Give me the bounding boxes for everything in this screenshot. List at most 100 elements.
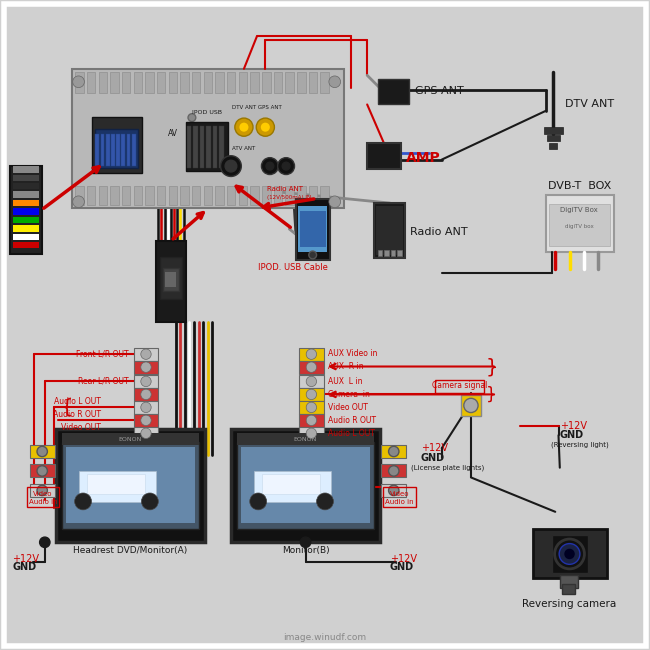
Circle shape (389, 485, 399, 495)
Text: DigiTV Box: DigiTV Box (560, 207, 598, 213)
Bar (134, 375, 159, 388)
Bar (10, 166, 42, 254)
Text: Reversing camera: Reversing camera (523, 599, 617, 609)
Circle shape (464, 398, 478, 413)
Circle shape (261, 123, 270, 132)
Bar (163, 268, 179, 291)
Bar (250, 72, 259, 94)
Text: Video: Video (33, 491, 53, 497)
Text: Rear L/R OUT: Rear L/R OUT (79, 377, 129, 386)
Bar (384, 487, 416, 506)
Bar (547, 135, 560, 142)
Bar (185, 122, 227, 171)
Text: +12V: +12V (560, 421, 587, 430)
Text: DTV ANT GPS ANT: DTV ANT GPS ANT (232, 105, 281, 110)
Bar (122, 185, 131, 205)
Bar (391, 250, 395, 256)
Text: Radio ANT: Radio ANT (266, 186, 303, 192)
Text: Video: Video (390, 491, 410, 497)
Text: AUX  R in: AUX R in (328, 362, 364, 371)
Bar (13, 208, 39, 214)
Bar (545, 195, 614, 252)
Bar (299, 348, 324, 361)
Bar (134, 401, 159, 414)
Bar (320, 72, 329, 94)
Text: Monitor(B): Monitor(B) (281, 545, 330, 554)
Bar (134, 388, 159, 401)
Circle shape (282, 162, 290, 170)
Text: (12V/500mA) IN: (12V/500mA) IN (266, 196, 311, 200)
Circle shape (554, 539, 584, 569)
Bar (299, 361, 324, 374)
Bar (111, 134, 115, 166)
Bar (382, 465, 406, 477)
Text: GND: GND (12, 562, 36, 572)
Bar (146, 72, 154, 94)
Bar (192, 72, 200, 94)
Circle shape (309, 251, 317, 259)
Text: {: { (61, 398, 73, 417)
Bar (374, 203, 406, 258)
Bar (122, 134, 125, 166)
Bar (87, 72, 96, 94)
Bar (299, 375, 324, 388)
Bar (239, 72, 247, 94)
Bar (75, 185, 84, 205)
Bar (169, 72, 177, 94)
Text: GND: GND (421, 453, 445, 463)
Bar (215, 185, 224, 205)
Circle shape (389, 466, 399, 476)
Text: Camera signal: Camera signal (432, 381, 487, 390)
Bar (297, 185, 306, 205)
Bar (192, 185, 200, 205)
Bar (13, 191, 39, 198)
Text: IPOD USB: IPOD USB (192, 110, 222, 115)
Text: Headrest DVD/Monitor(A): Headrest DVD/Monitor(A) (73, 545, 188, 554)
Bar (378, 250, 382, 256)
Bar (72, 69, 344, 208)
Bar (262, 474, 320, 493)
Circle shape (317, 493, 333, 510)
Text: (Reversing light): (Reversing light) (551, 442, 608, 448)
Bar (297, 72, 306, 94)
Bar (562, 584, 575, 594)
Circle shape (141, 402, 151, 413)
Text: EONON: EONON (294, 437, 317, 441)
Text: digiTV box: digiTV box (565, 224, 593, 229)
Bar (116, 134, 120, 166)
Text: Audio L OUT: Audio L OUT (328, 429, 375, 438)
Circle shape (559, 543, 580, 564)
Circle shape (188, 114, 196, 122)
Bar (134, 72, 142, 94)
Circle shape (73, 76, 84, 88)
Circle shape (37, 485, 47, 495)
Text: Audio L OUT: Audio L OUT (55, 397, 101, 406)
Bar (206, 126, 211, 168)
Circle shape (329, 196, 341, 207)
Text: GPS ANT: GPS ANT (415, 86, 463, 96)
Bar (111, 72, 119, 94)
Text: GND: GND (560, 430, 584, 440)
Bar (285, 185, 294, 205)
Circle shape (250, 493, 266, 510)
Circle shape (306, 376, 317, 387)
Circle shape (239, 123, 248, 132)
Circle shape (306, 349, 317, 359)
Circle shape (306, 362, 317, 372)
Bar (99, 72, 107, 94)
Text: Camera  in: Camera in (328, 390, 370, 399)
Bar (298, 205, 327, 252)
Bar (79, 471, 157, 502)
Bar (549, 203, 610, 246)
Circle shape (261, 158, 278, 174)
Circle shape (306, 402, 317, 413)
Bar (134, 348, 159, 361)
Bar (227, 72, 235, 94)
Bar (262, 72, 270, 94)
Text: Radio ANT: Radio ANT (410, 227, 467, 237)
Bar (13, 183, 39, 189)
Bar (13, 233, 39, 240)
Text: Audio in: Audio in (385, 499, 414, 505)
Bar (203, 72, 212, 94)
Circle shape (256, 118, 274, 136)
